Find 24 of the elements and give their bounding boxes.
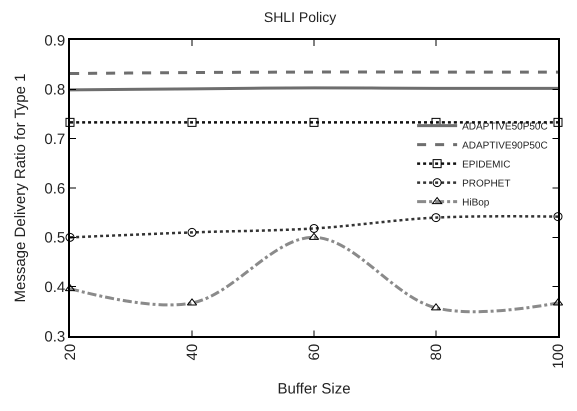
- y-tick-label: 0.5: [44, 230, 66, 247]
- x-tick-label: 40: [184, 344, 201, 360]
- y-tick-label: 0.4: [44, 278, 66, 296]
- legend-label: EPIDEMIC: [462, 160, 510, 171]
- point: [66, 118, 74, 127]
- legend-label: ADAPTIVE90P50C: [462, 140, 548, 152]
- legend-label: PROPHET: [462, 178, 510, 190]
- y-tick-label: 0.6: [44, 180, 66, 198]
- x-tick-label: 100: [550, 344, 567, 369]
- y-tick-label: 0.8: [44, 82, 66, 99]
- point: [554, 118, 562, 127]
- chart-title: SHLI Policy: [264, 9, 336, 26]
- x-axis-title: Buffer Size: [277, 380, 351, 398]
- point: [310, 118, 318, 127]
- x-tick-label: 60: [306, 344, 323, 360]
- x-tick-label: 20: [62, 344, 79, 360]
- legend-label: HiBop: [462, 198, 490, 209]
- point: [188, 118, 196, 127]
- y-tick-label: 0.7: [44, 130, 66, 148]
- y-tick-label: 0.3: [44, 328, 66, 346]
- legend-label: ADAPTIVE50P50C: [462, 122, 548, 133]
- y-tick-label: 0.9: [44, 32, 66, 50]
- y-axis-title: Message Delivery Ratio for Type 1: [12, 74, 30, 302]
- x-tick-label: 80: [428, 344, 445, 360]
